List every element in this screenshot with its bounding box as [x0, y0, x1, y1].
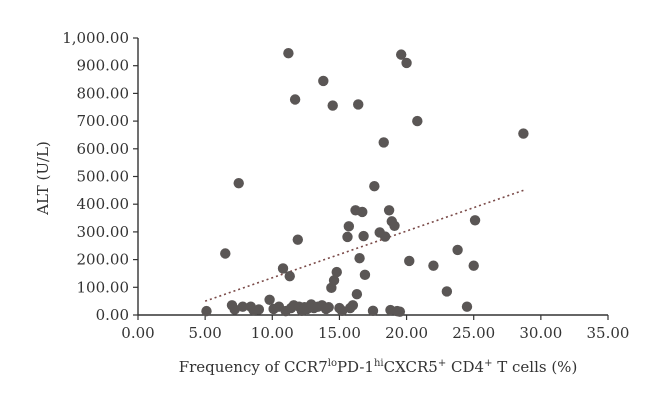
y-tick-label: 1,000.00 — [62, 29, 129, 47]
data-point — [351, 289, 363, 300]
data-point — [358, 230, 369, 242]
x-axis-label-cxcr5: CXCR5 — [384, 358, 438, 376]
data-point — [331, 266, 342, 278]
data-point — [323, 302, 334, 313]
data-point — [343, 221, 355, 232]
data-point — [394, 306, 406, 317]
data-point — [359, 269, 371, 281]
y-tick-label: 400.00 — [77, 195, 130, 213]
x-axis-label-prefix: Frequency of CCR7 — [179, 358, 328, 376]
x-tick-label: 10.00 — [251, 324, 294, 342]
data-point — [292, 234, 303, 245]
data-point — [354, 253, 365, 264]
y-tick-label: 200.00 — [77, 251, 130, 269]
y-tick-label: 500.00 — [77, 168, 130, 186]
data-point — [357, 206, 368, 218]
data-point — [367, 305, 379, 317]
x-axis-label-sup-plus-1: + — [438, 358, 446, 369]
data-point — [201, 305, 212, 317]
y-tick-label: 800.00 — [77, 84, 130, 102]
data-point — [404, 255, 415, 267]
x-tick-label: 30.00 — [519, 324, 562, 342]
x-axis-label-sup-lo: lo — [328, 358, 337, 369]
data-point — [264, 294, 275, 305]
data-point — [378, 137, 389, 148]
data-point — [412, 115, 423, 127]
y-axis-label: ALT (U/L) — [34, 141, 52, 216]
x-axis-label-sup-plus-2: + — [484, 358, 492, 369]
data-point — [379, 231, 391, 242]
y-tick-label: 100.00 — [77, 278, 130, 296]
data-point — [428, 260, 439, 271]
data-point — [229, 304, 240, 315]
x-tick-label: 15.00 — [318, 324, 361, 342]
data-point — [468, 260, 479, 271]
data-point — [220, 248, 231, 259]
y-tick-label: 700.00 — [77, 112, 130, 130]
x-axis-label-pd1: PD-1 — [337, 358, 374, 376]
data-point — [383, 205, 395, 216]
data-point — [318, 75, 329, 87]
data-point — [347, 300, 359, 311]
x-tick-label: 35.00 — [587, 324, 630, 342]
data-point — [401, 57, 412, 69]
data-point — [396, 49, 407, 60]
data-points — [201, 48, 529, 317]
x-tick-label: 20.00 — [385, 324, 428, 342]
data-point — [441, 286, 453, 297]
data-point — [284, 271, 295, 282]
data-point — [283, 48, 294, 59]
data-point — [461, 301, 473, 312]
data-point — [328, 275, 340, 286]
trendline — [204, 189, 524, 302]
data-point — [518, 128, 529, 139]
x-axis-label-suffix: T cells (%) — [492, 358, 577, 376]
data-point — [233, 177, 244, 189]
data-point — [369, 180, 380, 192]
data-point — [237, 301, 248, 312]
data-point — [452, 244, 463, 256]
data-point — [327, 100, 338, 111]
data-point — [469, 215, 481, 226]
data-point — [353, 99, 364, 110]
y-tick-label: 0.00 — [96, 306, 129, 324]
data-point — [336, 305, 348, 317]
data-point — [277, 263, 289, 274]
x-axis-label-sup-hi: hi — [374, 358, 384, 369]
data-point — [389, 220, 400, 232]
data-point — [289, 94, 301, 105]
x-axis-ticks: 0.00 5.00 10.00 15.00 20.00 25.00 30.00 35.00 — [121, 315, 629, 342]
y-axis-ticks: 0.00 100.00 200.00 300.00 400.00 500.00 600.00… — [62, 29, 138, 324]
data-point — [253, 304, 265, 315]
y-tick-label: 900.00 — [77, 57, 130, 75]
x-tick-label: 5.00 — [188, 324, 221, 342]
x-axis-label: Frequency of CCR7loPD-1hiCXCR5+ CD4+ T c… — [179, 358, 578, 376]
x-tick-label: 0.00 — [121, 324, 154, 342]
x-axis-label-cd4: CD4 — [446, 358, 484, 376]
y-tick-label: 600.00 — [77, 140, 130, 158]
x-tick-label: 25.00 — [452, 324, 495, 342]
data-point — [342, 231, 353, 243]
y-tick-label: 300.00 — [77, 223, 130, 241]
